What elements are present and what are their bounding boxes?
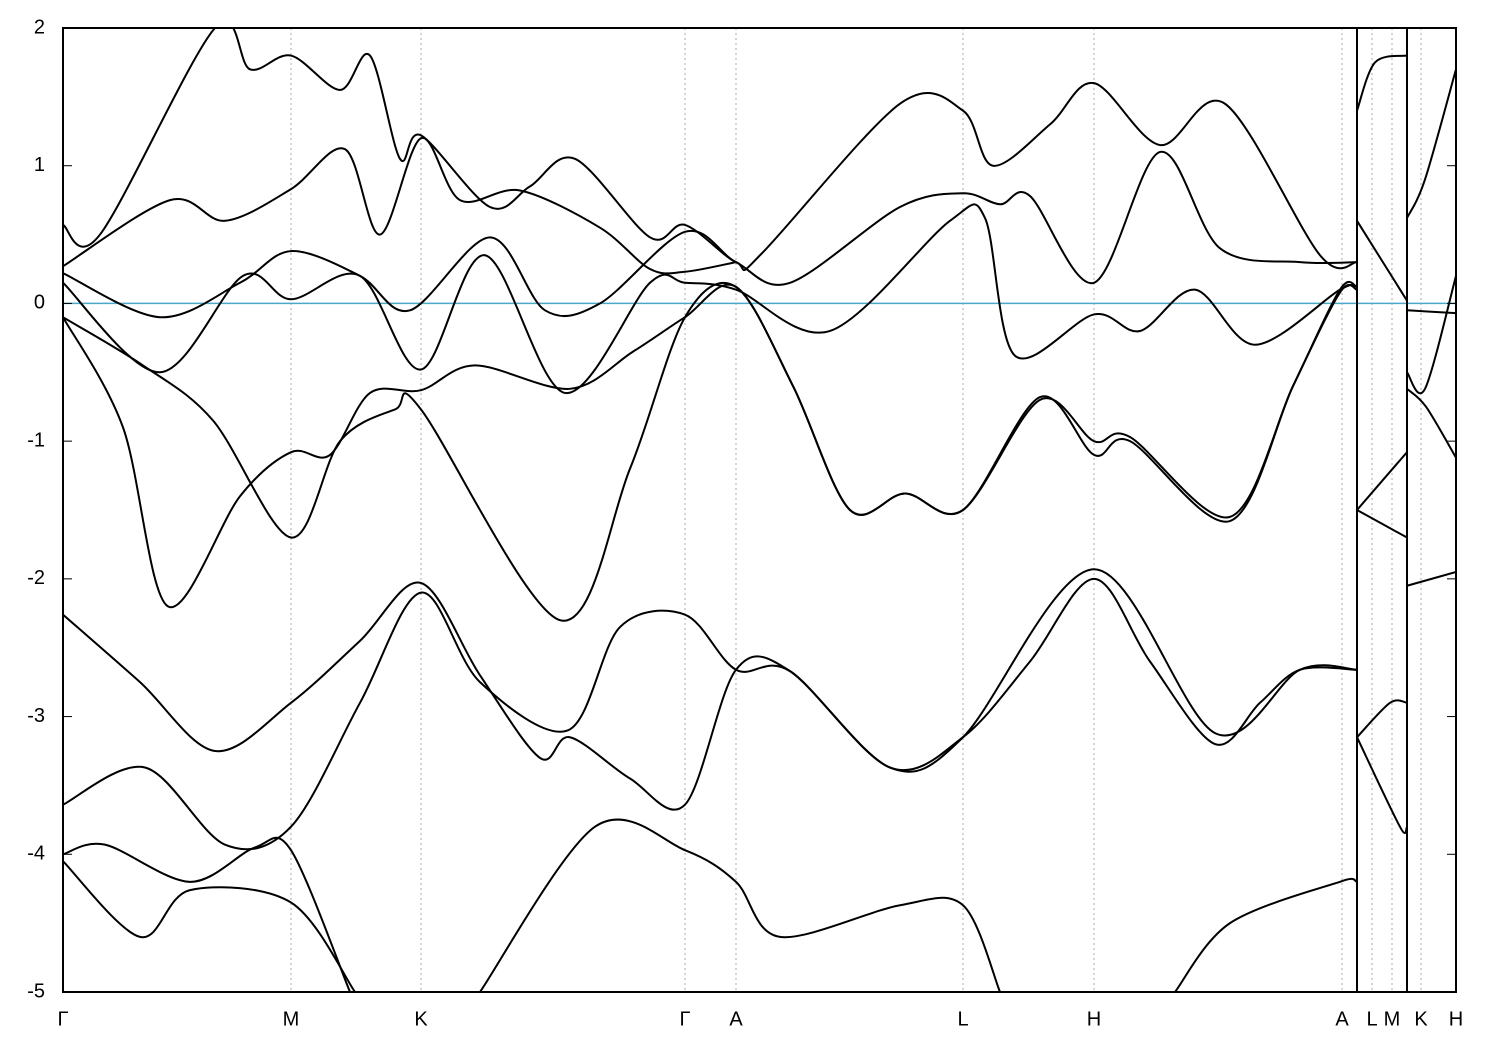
band bbox=[63, 280, 1358, 609]
x-tick-label: A bbox=[729, 1008, 743, 1030]
band bbox=[1406, 571, 1456, 587]
x-tick-label: Γ bbox=[57, 1008, 68, 1030]
x-tick-label: K bbox=[414, 1008, 428, 1030]
band bbox=[63, 203, 1358, 394]
x-tick-label: M bbox=[1384, 1008, 1401, 1030]
grid bbox=[62, 28, 1457, 992]
band bbox=[479, 818, 1001, 992]
band bbox=[63, 860, 356, 992]
band bbox=[1406, 275, 1456, 395]
band bbox=[1406, 69, 1456, 219]
band bbox=[1356, 220, 1408, 302]
band bbox=[63, 568, 1358, 851]
band bbox=[1174, 877, 1358, 992]
band bbox=[63, 150, 1358, 319]
y-tick-label: -4 bbox=[27, 843, 45, 865]
band bbox=[1406, 309, 1456, 315]
plot-frame bbox=[62, 27, 1457, 993]
y-tick-label: 1 bbox=[34, 154, 45, 176]
band bbox=[1356, 699, 1408, 738]
x-tick-label: L bbox=[1366, 1008, 1377, 1030]
y-tick-label: -5 bbox=[27, 980, 45, 1002]
band bbox=[1356, 54, 1408, 111]
x-tick-label: H bbox=[1087, 1008, 1101, 1030]
x-tick-label: K bbox=[1414, 1008, 1428, 1030]
x-tick-label: Γ bbox=[679, 1008, 690, 1030]
band bbox=[63, 281, 1358, 622]
band bbox=[63, 836, 351, 992]
band bbox=[1356, 736, 1408, 835]
x-tick-label: L bbox=[957, 1008, 968, 1030]
y-tick-label: 2 bbox=[34, 16, 45, 38]
band bbox=[1356, 451, 1408, 511]
x-tick-label: H bbox=[1449, 1008, 1463, 1030]
y-tick-label: -2 bbox=[27, 567, 45, 589]
y-tick-label: 0 bbox=[34, 292, 45, 314]
band bbox=[1356, 509, 1408, 539]
y-tick-label: -3 bbox=[27, 705, 45, 727]
band bbox=[63, 577, 1358, 811]
band bbox=[1406, 388, 1456, 459]
band bbox=[63, 28, 1358, 272]
x-tick-label: M bbox=[283, 1008, 300, 1030]
band bbox=[63, 137, 737, 275]
y-tick-label: -1 bbox=[27, 429, 45, 451]
bands bbox=[63, 28, 1456, 992]
x-tick-label: A bbox=[1335, 1008, 1349, 1030]
